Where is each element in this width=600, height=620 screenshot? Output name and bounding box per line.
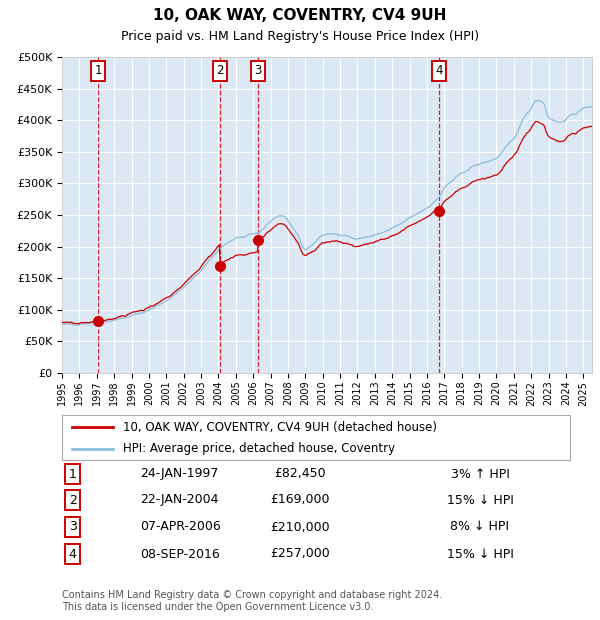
Text: 08-SEP-2016: 08-SEP-2016 (140, 547, 220, 560)
Text: 10, OAK WAY, COVENTRY, CV4 9UH (detached house): 10, OAK WAY, COVENTRY, CV4 9UH (detached… (123, 420, 437, 433)
Text: £82,450: £82,450 (274, 467, 326, 481)
Text: 10, OAK WAY, COVENTRY, CV4 9UH: 10, OAK WAY, COVENTRY, CV4 9UH (154, 8, 446, 23)
Text: 22-JAN-2004: 22-JAN-2004 (140, 494, 218, 507)
Text: 3: 3 (254, 64, 262, 78)
Text: 4: 4 (69, 547, 77, 560)
Text: 2: 2 (69, 494, 77, 507)
Text: 15% ↓ HPI: 15% ↓ HPI (446, 547, 514, 560)
Text: 1: 1 (94, 64, 102, 78)
Text: 1: 1 (69, 467, 77, 481)
Text: HPI: Average price, detached house, Coventry: HPI: Average price, detached house, Cove… (123, 442, 395, 455)
Text: Contains HM Land Registry data © Crown copyright and database right 2024.
This d: Contains HM Land Registry data © Crown c… (62, 590, 442, 611)
Text: 4: 4 (435, 64, 443, 78)
Text: Price paid vs. HM Land Registry's House Price Index (HPI): Price paid vs. HM Land Registry's House … (121, 30, 479, 43)
Text: 3: 3 (69, 521, 77, 533)
Text: 24-JAN-1997: 24-JAN-1997 (140, 467, 218, 481)
Text: 8% ↓ HPI: 8% ↓ HPI (451, 521, 509, 533)
Text: £210,000: £210,000 (270, 521, 330, 533)
Text: 07-APR-2006: 07-APR-2006 (140, 521, 221, 533)
Text: 3% ↑ HPI: 3% ↑ HPI (451, 467, 509, 481)
Text: 2: 2 (216, 64, 223, 78)
Text: £169,000: £169,000 (270, 494, 330, 507)
Text: £257,000: £257,000 (270, 547, 330, 560)
Text: 15% ↓ HPI: 15% ↓ HPI (446, 494, 514, 507)
